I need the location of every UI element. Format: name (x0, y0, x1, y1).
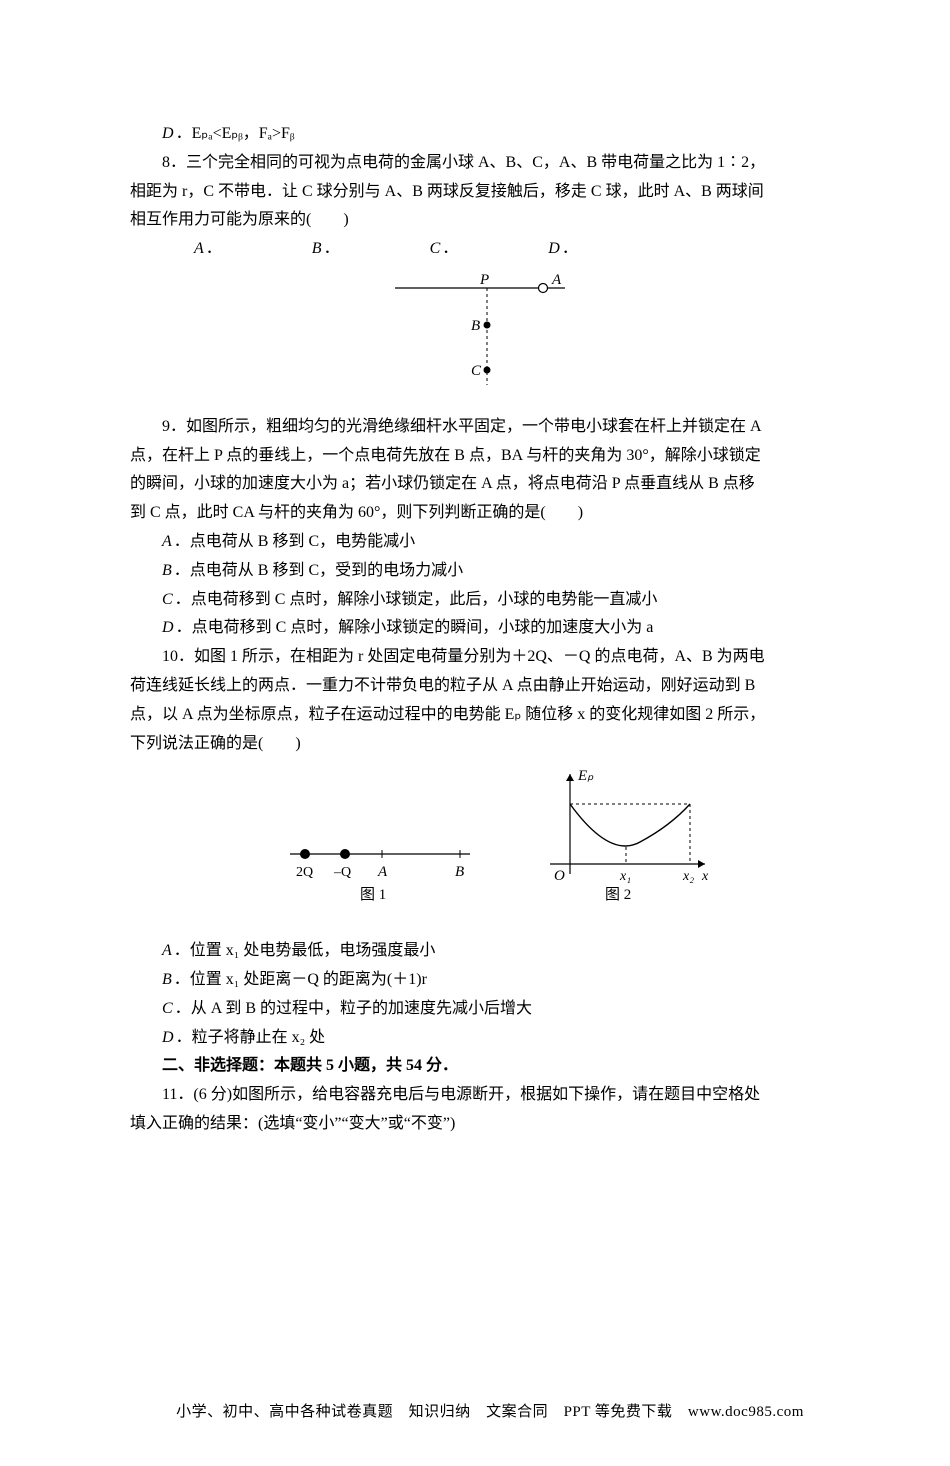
q10-opt-b: B．位置 x₁ 处距离－Q 的距离为(＋1)r (130, 966, 850, 995)
q9-opt-d: D．点电荷移到 C 点时，解除小球锁定的瞬间，小球的加速度大小为 a (130, 614, 850, 643)
page-footer: 小学、初中、高中各种试卷真题 知识归纳 文案合同 PPT 等免费下载 www.d… (130, 1399, 850, 1426)
fig2-caption: 图 2 (605, 886, 631, 903)
fig2-Ep: Eₚ (577, 768, 594, 784)
fig2-x: x (701, 869, 709, 884)
q8-line1: 8．三个完全相同的可视为点电荷的金属小球 A、B、C，A、B 带电荷量之比为 1… (130, 149, 850, 178)
q8-opt-b: B． (280, 235, 340, 264)
section-2-heading: 二、非选择题：本题共 5 小题，共 54 分． (130, 1052, 850, 1081)
q9-opt-b: B．点电荷从 B 移到 C，受到的电场力减小 (130, 557, 850, 586)
label-d: D (162, 125, 174, 142)
fig1-A: A (377, 864, 388, 880)
q10-line4: 下列说法正确的是( ) (130, 730, 850, 759)
q7-d-text: Eₚₐ<Eₚᵦ，Fₐ>Fᵦ (192, 125, 295, 142)
q8-options: AA．． B． C． D． (130, 235, 850, 264)
q10-opt-c: C．从 A 到 B 的过程中，粒子的加速度先减小后增大 (130, 995, 850, 1024)
q10-line2: 荷连线延长线上的两点．一重力不计带负电的粒子从 A 点由静止开始运动，刚好运动到… (130, 672, 850, 701)
q9-line2: 点，在杆上 P 点的垂线上，一个点电荷先放在 B 点，BA 与杆的夹角为 30°… (130, 442, 850, 471)
q8-line3: 相互作用力可能为原来的( ) (130, 206, 850, 235)
q10-opt-a: A．位置 x₁ 处电势最低，电场强度最小 (130, 937, 850, 966)
q8-figure: A P B C (130, 270, 850, 401)
fig1-caption: 图 1 (360, 886, 386, 903)
fig1-minusQ: –Q (333, 865, 351, 880)
fig-label-C: C (471, 363, 482, 379)
q9-line3: 的瞬间，小球的加速度大小为 a；若小球仍锁定在 A 点，将点电荷沿 P 点垂直线… (130, 470, 850, 499)
page-content: D．Eₚₐ<Eₚᵦ，Fₐ>Fᵦ 8．三个完全相同的可视为点电荷的金属小球 A、B… (0, 0, 950, 1466)
fig2-O: O (554, 868, 565, 884)
q11-line2: 填入正确的结果：(选填“变小”“变大”或“不变”) (130, 1110, 850, 1139)
q10-figure: 2Q –Q A B 图 1 Eₚ O x₁ x₂ (130, 764, 850, 925)
q11-line1: 11．(6 分)如图所示，给电容器充电后与电源断开，根据如下操作，请在题目中空格… (130, 1081, 850, 1110)
q9-line1: 9．如图所示，粗细均匀的光滑绝缘细杆水平固定，一个带电小球套在杆上并锁定在 A (130, 413, 850, 442)
q10-opt-d: D．粒子将静止在 x₂ 处 (130, 1024, 850, 1053)
fig1-2Q: 2Q (296, 865, 313, 880)
q9-line4: 到 C 点，此时 CA 与杆的夹角为 60°，则下列判断正确的是( ) (130, 499, 850, 528)
fig-label-P: P (479, 272, 489, 288)
q9-opt-c: C．点电荷移到 C 点时，解除小球锁定，此后，小球的电势能一直减小 (130, 586, 850, 615)
q8-opt-d: D． (516, 235, 578, 264)
fig-label-A: A (551, 272, 562, 288)
q10-line1: 10．如图 1 所示，在相距为 r 处固定电荷量分别为＋2Q、－Q 的点电荷，A… (130, 643, 850, 672)
fig2-x2: x₂ (682, 869, 694, 884)
q8-line2: 相距为 r，C 不带电．让 C 球分别与 A、B 两球反复接触后，移走 C 球，… (130, 178, 850, 207)
q8-opt-c: C． (398, 235, 459, 264)
q10-line3: 点，以 A 点为坐标原点，粒子在运动过程中的电势能 Eₚ 随位移 x 的变化规律… (130, 701, 850, 730)
fig-label-B: B (471, 318, 480, 334)
q9-opt-a: A．点电荷从 B 移到 C，电势能减小 (130, 528, 850, 557)
q7-option-d: D．Eₚₐ<Eₚᵦ，Fₐ>Fᵦ (130, 120, 850, 149)
q8-opt-a: AA．． (162, 235, 222, 264)
fig1-B: B (455, 864, 464, 880)
fig2-x1: x₁ (619, 869, 631, 884)
